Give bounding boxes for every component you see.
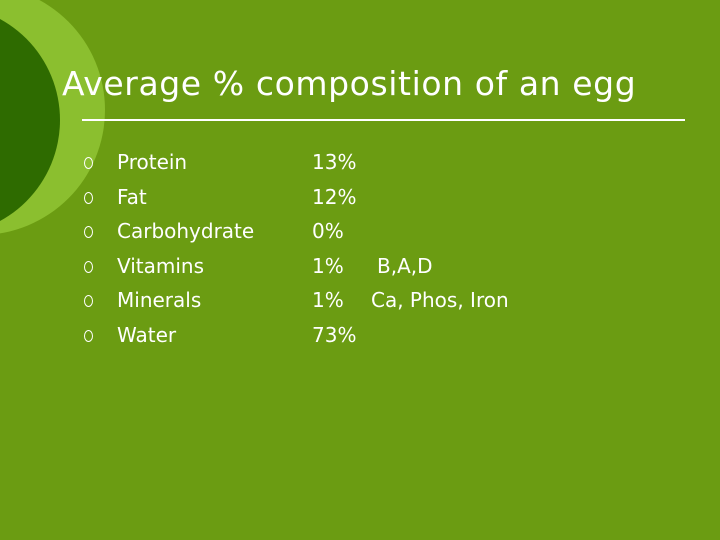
nutrient-percent: 1% <box>312 288 344 312</box>
bullet-icon <box>84 329 93 342</box>
list-item: Carbohydrate 0% <box>0 214 720 249</box>
nutrient-name: Vitamins <box>117 253 205 278</box>
nutrient-note: Ca, Phos, Iron <box>371 288 509 312</box>
nutrient-note: B,A,D <box>377 253 433 278</box>
bullet-icon <box>84 226 93 238</box>
bullet-icon <box>84 191 93 204</box>
nutrient-percent: 1% <box>312 253 344 278</box>
slide-title: Average % composition of an egg <box>62 64 637 103</box>
list-item: Vitamins 1% B,A,D <box>0 249 720 284</box>
composition-list: Protein 13% Fat 12% Carbohydrate 0% Vita… <box>0 145 720 352</box>
nutrient-name: Minerals <box>117 288 202 312</box>
bullet-icon <box>84 157 93 169</box>
list-item: Water 73% <box>0 318 720 353</box>
bullet-icon <box>84 295 93 307</box>
nutrient-name: Water <box>117 322 177 347</box>
title-underline <box>82 119 685 121</box>
nutrient-percent: 13% <box>312 150 357 174</box>
list-item: Fat 12% <box>0 180 720 215</box>
list-item: Protein 13% <box>0 145 720 180</box>
bullet-icon <box>84 260 93 273</box>
nutrient-name: Carbohydrate <box>117 219 255 243</box>
dark-circle <box>0 19 60 221</box>
nutrient-name: Fat <box>117 184 147 209</box>
nutrient-percent: 0% <box>312 219 344 243</box>
nutrient-percent: 73% <box>312 322 357 347</box>
list-item: Minerals 1% Ca, Phos, Iron <box>0 283 720 318</box>
corner-circles-decoration <box>0 0 105 234</box>
nutrient-name: Protein <box>117 150 188 174</box>
nutrient-percent: 12% <box>312 184 357 209</box>
